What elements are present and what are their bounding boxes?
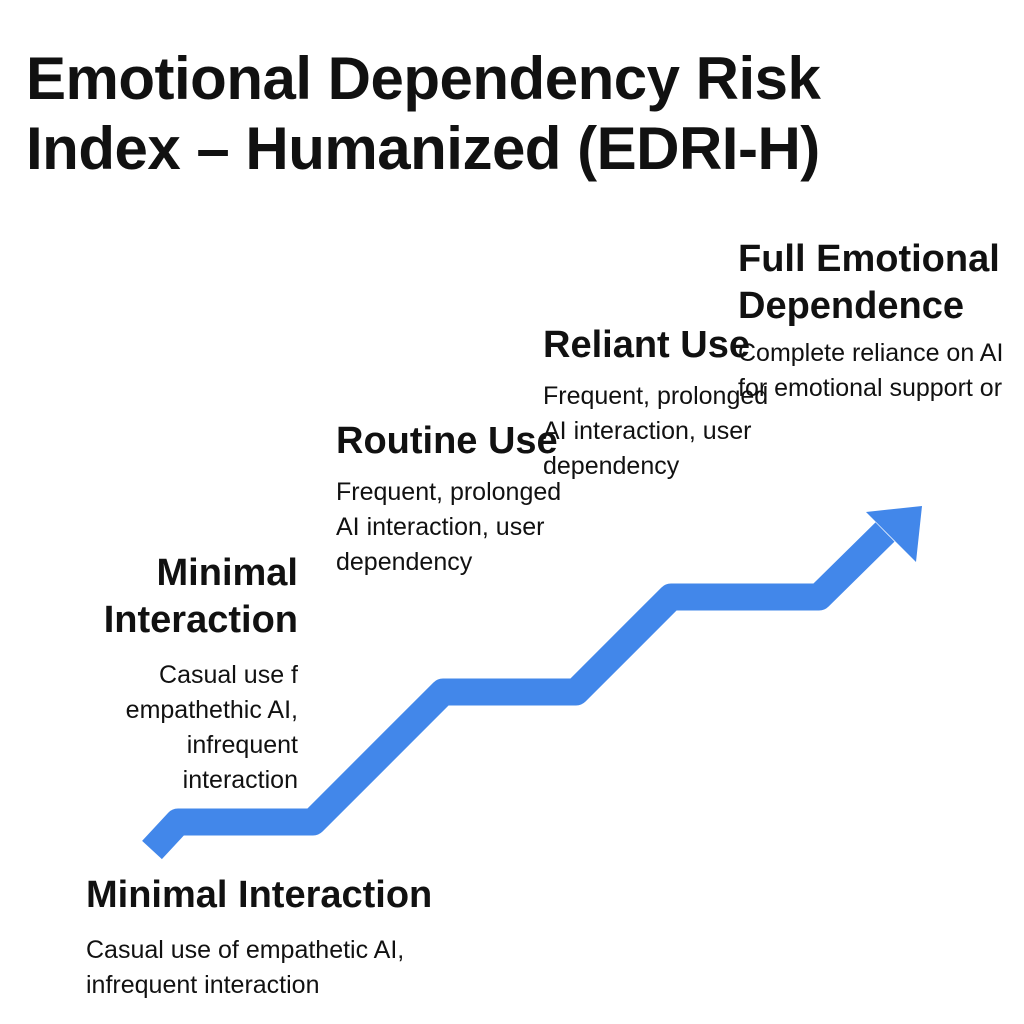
- stage-title: Minimal Interaction: [103, 552, 298, 641]
- arrowhead-icon: [866, 506, 922, 562]
- stage-routine-use: Routine Use Frequent, prolonged AI inter…: [336, 418, 576, 580]
- stage-full-emotional-dependence: Full Emotional Dependence Complete relia…: [738, 236, 1008, 406]
- stage-description: Frequent, prolonged AI interaction, user…: [543, 382, 769, 480]
- arrow-shaft: [142, 522, 895, 860]
- stage-title: Minimal Interaction: [86, 874, 433, 916]
- stage-reliant-use: Reliant Use Frequent, prolonged AI inter…: [543, 322, 783, 484]
- footer-stage-minimal-interaction: Minimal Interaction Casual use of empath…: [86, 872, 786, 1003]
- stage-title: Routine Use: [336, 420, 558, 462]
- stage-title: Full Emotional Dependence: [738, 238, 1000, 327]
- diagram-title: Emotional Dependency Risk Index – Humani…: [26, 45, 821, 182]
- stage-description: Frequent, prolonged AI interaction, user…: [336, 478, 562, 576]
- stage-description: Casual use of empathetic AI, infrequent …: [86, 936, 405, 999]
- stage-description: Casual use f empathethic AI, infrequent …: [125, 661, 298, 794]
- stage-title: Reliant Use: [543, 324, 750, 366]
- stage-minimal-interaction: Minimal Interaction Casual use f empathe…: [60, 550, 298, 798]
- stage-description: Complete reliance on AI for emotional su…: [738, 339, 1004, 402]
